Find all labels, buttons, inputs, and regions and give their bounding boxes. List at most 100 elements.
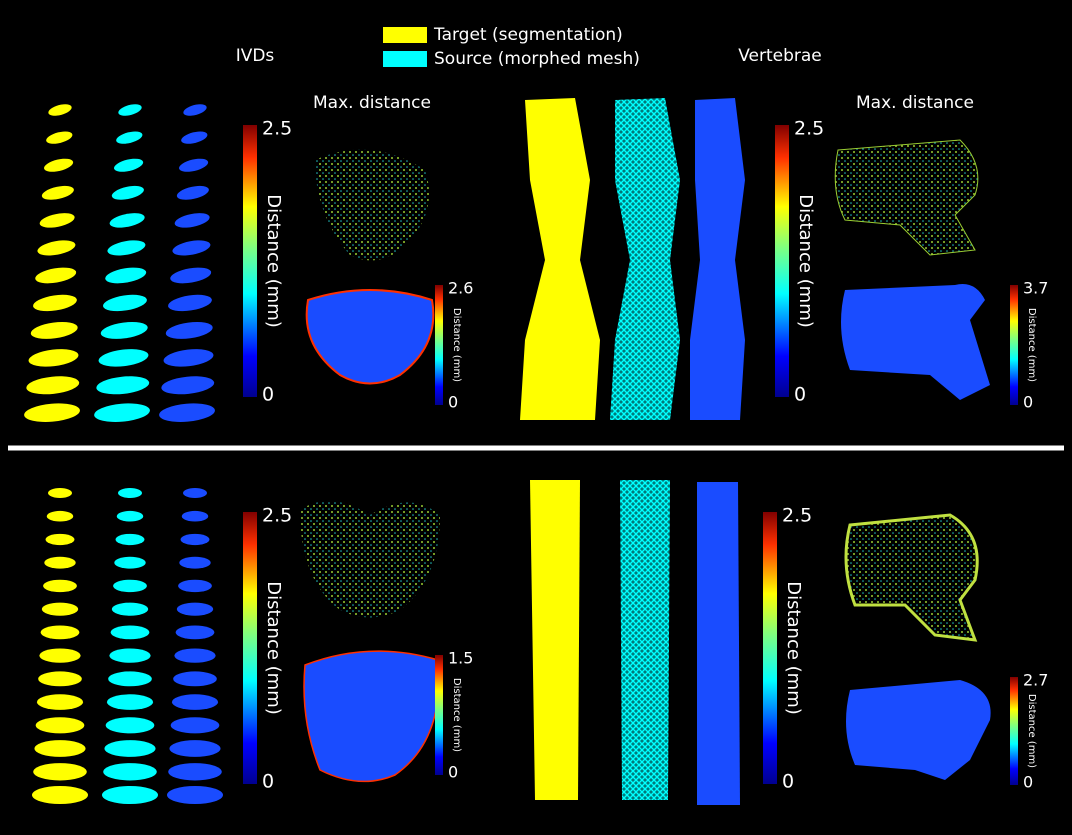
disc <box>43 579 77 593</box>
disc <box>35 267 77 284</box>
disc <box>26 376 80 395</box>
colorbar-max: 3.7 <box>1023 279 1048 298</box>
spine-source <box>620 480 670 800</box>
colorbar <box>763 512 777 784</box>
disc <box>106 694 154 710</box>
disc <box>181 131 208 144</box>
disc <box>178 579 212 593</box>
disc <box>165 321 213 339</box>
disc <box>48 488 72 498</box>
disc <box>116 510 144 522</box>
disc <box>41 185 74 200</box>
disc <box>115 533 145 546</box>
spine-distance-map <box>697 482 740 805</box>
disc <box>107 240 146 256</box>
legend-label: Source (morphed mesh) <box>434 49 640 69</box>
disc <box>168 294 212 312</box>
disc <box>33 294 77 312</box>
colorbar-label: Distance (mm) <box>783 581 804 715</box>
disc <box>108 671 152 687</box>
disc <box>176 602 214 616</box>
disc <box>24 403 80 422</box>
disc <box>104 740 156 757</box>
disc <box>103 763 157 781</box>
colorbar-min: 0 <box>262 771 274 793</box>
ivd-point-cloud <box>300 501 440 618</box>
disc <box>114 556 146 569</box>
disc <box>174 648 216 663</box>
colorbar <box>775 125 789 397</box>
spine-target <box>530 480 580 800</box>
disc <box>168 763 222 781</box>
disc <box>174 213 210 228</box>
vertebrae-title: Vertebrae <box>738 46 822 66</box>
disc <box>181 510 209 522</box>
disc <box>180 533 210 546</box>
colorbar-max: 2.6 <box>448 279 473 298</box>
colorbar-max: 2.5 <box>262 118 292 140</box>
disc <box>96 376 150 395</box>
disc <box>175 625 215 640</box>
spine-distance-map <box>690 98 745 420</box>
colorbar-min: 0 <box>448 763 458 782</box>
disc <box>46 131 73 144</box>
disc <box>48 104 72 116</box>
disc <box>173 671 217 687</box>
disc <box>109 213 145 228</box>
colorbar-min: 0 <box>794 384 806 406</box>
disc <box>170 267 212 284</box>
colorbar-label: Distance (mm) <box>263 194 284 328</box>
colorbar-label: Distance (mm) <box>451 678 462 752</box>
max-distance-title: Max. distance <box>313 93 431 113</box>
colorbar-max: 2.7 <box>1023 671 1048 690</box>
disc <box>167 786 223 804</box>
disc <box>45 533 75 546</box>
colorbar-max: 2.5 <box>782 505 812 527</box>
disc <box>172 240 211 256</box>
colorbar <box>435 655 443 775</box>
disc <box>183 104 207 116</box>
disc <box>35 717 85 734</box>
disc <box>39 213 75 228</box>
colorbar-label: Distance (mm) <box>451 308 462 382</box>
disc <box>102 786 158 804</box>
colorbar <box>243 512 257 784</box>
disc <box>170 717 220 734</box>
disc <box>98 349 149 367</box>
disc <box>183 488 207 498</box>
disc <box>116 131 143 144</box>
ivds-title: IVDs <box>236 46 275 66</box>
disc <box>114 158 144 172</box>
colorbar-label: Distance (mm) <box>1026 308 1037 382</box>
disc <box>109 648 151 663</box>
disc <box>44 158 74 172</box>
disc <box>176 185 209 200</box>
disc <box>163 349 214 367</box>
colorbar-min: 0 <box>262 384 274 406</box>
vertebra-point-cloud <box>834 139 979 256</box>
disc <box>118 488 142 498</box>
disc <box>179 158 209 172</box>
vertebra-distance-map <box>841 284 990 400</box>
colorbar <box>435 285 443 405</box>
disc <box>179 556 211 569</box>
colorbar-min: 0 <box>448 393 458 412</box>
colorbar-min: 0 <box>782 771 794 793</box>
colorbar-max: 2.5 <box>262 505 292 527</box>
disc <box>41 602 79 616</box>
disc <box>169 740 221 757</box>
disc <box>34 740 86 757</box>
colorbar-min: 0 <box>1023 393 1033 412</box>
max-distance-title: Max. distance <box>856 93 974 113</box>
disc <box>94 403 150 422</box>
disc <box>110 625 150 640</box>
disc <box>171 694 219 710</box>
spine-target <box>520 98 600 420</box>
ivd-point-cloud <box>315 149 430 261</box>
colorbar <box>1010 677 1018 785</box>
disc <box>111 602 149 616</box>
disc <box>30 321 78 339</box>
disc <box>111 185 144 200</box>
disc <box>28 349 79 367</box>
vertebra-distance-map <box>846 680 991 780</box>
